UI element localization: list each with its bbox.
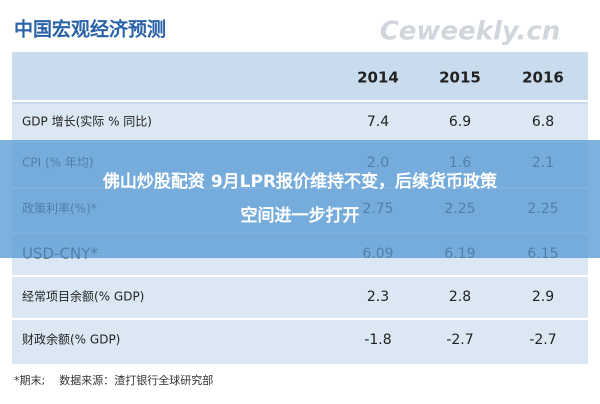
banner-text: 空间进一步打开 bbox=[241, 205, 360, 226]
cell: -1.8 bbox=[364, 332, 391, 348]
cell: 7.4 bbox=[367, 114, 389, 130]
row-label: 财政余额(% GDP) bbox=[22, 332, 120, 347]
cell: 6.8 bbox=[532, 114, 554, 130]
column-header: 2016 bbox=[522, 69, 564, 87]
header-row bbox=[12, 52, 588, 104]
row-label: GDP 增长(实际 % 同比) bbox=[22, 114, 152, 129]
cell: 2.8 bbox=[449, 289, 471, 305]
column-header: 2014 bbox=[357, 69, 399, 87]
watermark: Ceweekly.cn bbox=[380, 17, 561, 47]
banner-text: 佛山炒股配资 9月LPR报价维持不变，后续货币政策 bbox=[102, 171, 498, 192]
cell: 2.9 bbox=[532, 289, 554, 305]
cell: 6.9 bbox=[449, 114, 471, 130]
banner bbox=[0, 140, 600, 258]
row-label: 经常项目余额(% GDP) bbox=[22, 289, 144, 304]
cell: -2.7 bbox=[446, 332, 473, 348]
footnote: *期末; 数据来源：渣打银行全球研究部 bbox=[14, 373, 213, 387]
cell: 2.3 bbox=[367, 289, 389, 305]
title: 中国宏观经济预测 bbox=[14, 18, 166, 41]
column-header: 2015 bbox=[439, 69, 481, 87]
cell: -2.7 bbox=[529, 332, 556, 348]
